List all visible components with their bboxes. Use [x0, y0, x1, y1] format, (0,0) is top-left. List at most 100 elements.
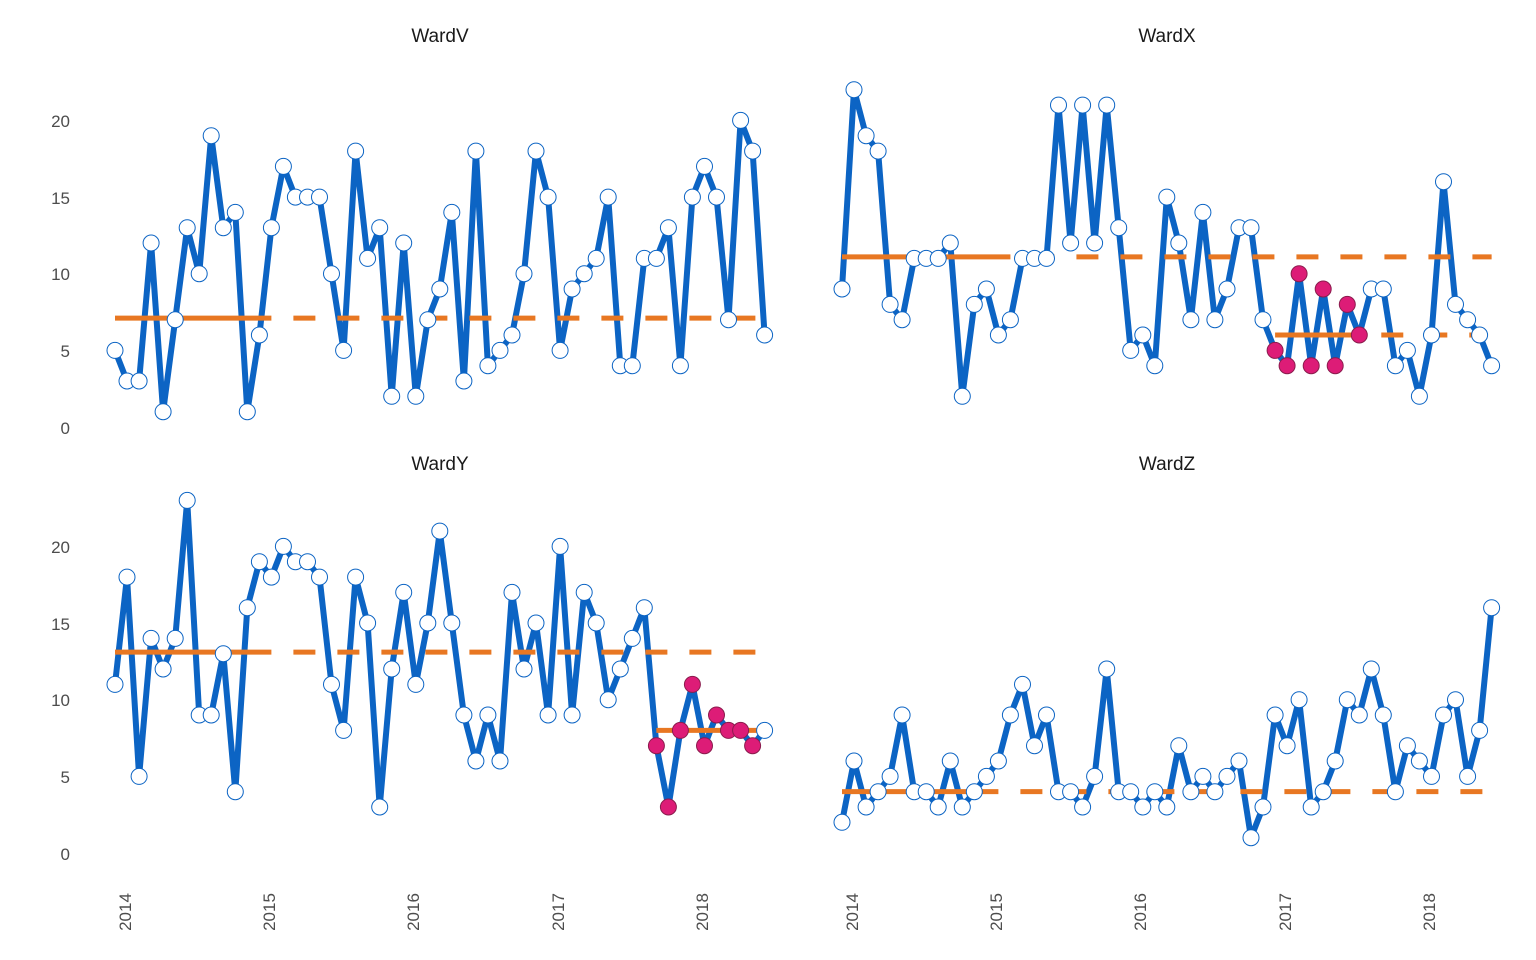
signal-point: [671, 721, 689, 739]
panel-title: WardV: [411, 26, 469, 47]
data-point: [720, 311, 737, 329]
x-tick-label: 2017: [549, 893, 568, 931]
y-tick-label: 0: [61, 419, 70, 438]
data-point: [1206, 783, 1224, 801]
signal-point: [659, 798, 677, 816]
data-point: [431, 522, 449, 540]
data-point: [1146, 357, 1164, 375]
data-point: [881, 767, 899, 785]
data-point: [977, 280, 995, 298]
data-point: [941, 234, 959, 252]
data-point: [274, 537, 292, 555]
panel-title: WardY: [411, 454, 469, 475]
data-point: [551, 537, 569, 555]
data-point: [226, 783, 244, 801]
data-point: [1182, 783, 1200, 801]
data-point: [1182, 311, 1200, 329]
data-point: [371, 219, 389, 237]
signal-point: [1314, 280, 1332, 298]
data-point: [647, 249, 665, 267]
signal-point: [744, 737, 762, 755]
data-point: [1374, 706, 1392, 724]
data-point: [1483, 357, 1501, 375]
data-point: [323, 675, 340, 693]
data-point: [527, 142, 545, 160]
data-point: [1098, 96, 1116, 114]
x-axis-left: 2014 2015 2016 2017 2018: [116, 893, 712, 931]
data-point: [166, 311, 184, 329]
data-point: [659, 219, 677, 237]
data-point: [893, 311, 911, 329]
data-point: [833, 813, 851, 831]
data-point: [118, 568, 136, 586]
data-point: [455, 706, 473, 724]
data-point: [262, 219, 280, 237]
data-point: [1302, 798, 1320, 816]
data-point: [1218, 280, 1236, 298]
panel-title: WardZ: [1139, 454, 1196, 475]
data-point: [238, 599, 256, 617]
data-point: [1170, 737, 1188, 755]
signal-point: [683, 675, 701, 693]
data-point: [756, 721, 774, 739]
panel-wardy: WardY: [106, 454, 774, 816]
data-point: [395, 583, 413, 601]
data-point: [479, 706, 497, 724]
data-point: [1471, 721, 1489, 739]
x-tick-label: 2017: [1276, 893, 1295, 931]
data-point: [929, 798, 947, 816]
data-point: [1134, 798, 1152, 816]
data-point: [419, 614, 437, 632]
data-point: [917, 783, 935, 801]
panel-wardv: WardV: [106, 26, 774, 421]
data-point: [539, 188, 557, 206]
x-tick-label: 2016: [404, 893, 423, 931]
data-point: [467, 142, 485, 160]
data-point: [455, 372, 473, 390]
signal-point: [1338, 295, 1356, 313]
signal-point: [1326, 357, 1344, 375]
data-point: [383, 387, 401, 405]
data-point: [1014, 675, 1031, 693]
data-point: [1386, 783, 1404, 801]
data-point: [178, 491, 196, 509]
data-point: [893, 706, 911, 724]
data-point: [1254, 798, 1272, 816]
data-point: [1423, 767, 1440, 785]
data-point: [1230, 752, 1248, 770]
data-point: [347, 142, 365, 160]
data-point: [575, 583, 593, 601]
data-point: [311, 188, 328, 206]
data-point: [106, 675, 124, 693]
data-point: [1266, 706, 1284, 724]
data-point: [1086, 234, 1104, 252]
data-point: [383, 660, 401, 678]
data-point: [1435, 173, 1452, 191]
x-axis-right: 2014 2015 2016 2017 2018: [843, 893, 1439, 931]
data-point: [299, 553, 316, 571]
data-point: [443, 614, 461, 632]
data-point: [1158, 188, 1176, 206]
panel-title: WardX: [1138, 26, 1196, 47]
data-point: [1194, 203, 1212, 221]
y-tick-label: 5: [61, 768, 70, 787]
data-point: [563, 280, 581, 298]
data-point: [1158, 798, 1176, 816]
y-axis-top: 0 5 10 15 20: [51, 112, 70, 438]
data-point: [1074, 798, 1092, 816]
data-point: [1194, 767, 1212, 785]
data-point: [527, 614, 545, 632]
data-point: [953, 387, 971, 405]
y-tick-label: 10: [51, 691, 70, 710]
x-tick-label: 2015: [260, 893, 279, 931]
data-point: [1170, 234, 1188, 252]
data-point: [1038, 706, 1055, 724]
data-point: [419, 311, 437, 329]
y-tick-label: 10: [51, 265, 70, 284]
data-point: [671, 357, 689, 375]
data-point: [1423, 326, 1440, 344]
x-tick-label: 2014: [843, 893, 862, 931]
data-point: [479, 357, 497, 375]
data-point: [1398, 737, 1416, 755]
data-point: [575, 265, 593, 283]
